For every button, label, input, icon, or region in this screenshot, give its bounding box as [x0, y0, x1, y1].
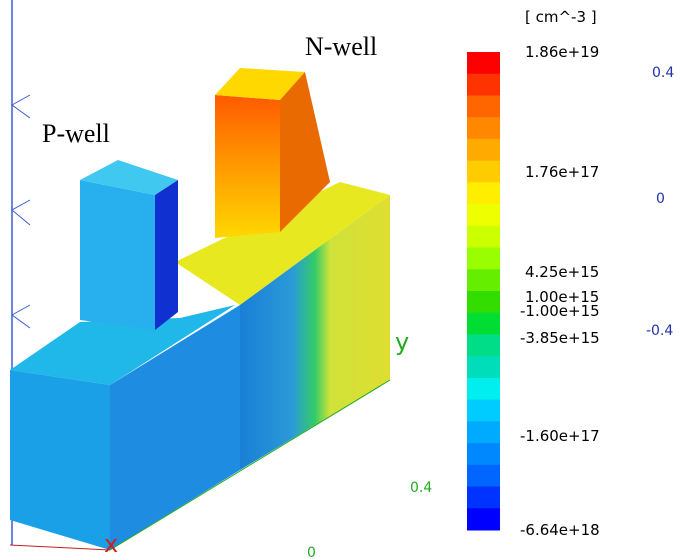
colorbar-tick: -3.85e+15 — [520, 329, 600, 347]
colorbar-band — [467, 291, 500, 313]
colorbar-tick: 1.76e+17 — [525, 163, 599, 181]
colorbar-band — [467, 269, 500, 291]
colorbar-band — [467, 74, 500, 96]
colorbar-band — [467, 248, 500, 270]
colorbar-band — [467, 378, 500, 400]
colorbar-tick: -1.00e+15 — [520, 302, 600, 320]
colorbar-tick: -6.64e+18 — [520, 521, 600, 539]
colorbar — [467, 52, 500, 531]
colorbar-tick: -1.60e+17 — [520, 427, 600, 445]
colorbar-band — [467, 421, 500, 443]
colorbar-band — [467, 508, 500, 530]
colorbar-band — [467, 52, 500, 74]
visualization: P-well N-well y x [ cm^-3 ] 1.86e+19 1.7… — [0, 0, 692, 559]
colorbar-band — [467, 182, 500, 204]
colorbar-band — [467, 161, 500, 183]
colorbar-band — [467, 139, 500, 161]
colorbar-band — [467, 400, 500, 422]
colorbar-unit: [ cm^-3 ] — [525, 8, 597, 26]
x-axis-label: x — [104, 530, 118, 558]
colorbar-band — [467, 313, 500, 335]
colorbar-band — [467, 117, 500, 139]
colorbar-tick: 1.86e+19 — [525, 43, 599, 61]
p-well-label: P-well — [42, 119, 110, 148]
colorbar-band — [467, 443, 500, 465]
colorbar-band — [467, 95, 500, 117]
x-tick: 0 — [307, 545, 316, 559]
z-tick: 0.4 — [652, 65, 674, 81]
z-tick: 0 — [656, 191, 665, 207]
colorbar-band — [467, 226, 500, 248]
device — [10, 0, 390, 550]
n-well-label: N-well — [305, 32, 377, 61]
z-tick: -0.4 — [646, 323, 673, 339]
colorbar-band — [467, 356, 500, 378]
x-tick: 0.4 — [410, 480, 432, 496]
y-axis-label: y — [395, 328, 409, 356]
colorbar-band — [467, 334, 500, 356]
colorbar-band — [467, 204, 500, 226]
colorbar-tick: 4.25e+15 — [525, 263, 599, 281]
colorbar-band — [467, 487, 500, 509]
colorbar-band — [467, 465, 500, 487]
